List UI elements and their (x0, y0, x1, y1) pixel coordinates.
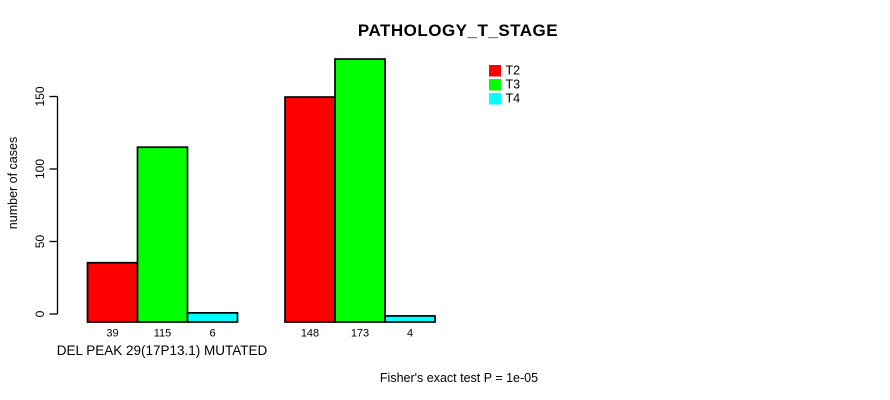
bar-value-t4-group1: 6 (209, 328, 215, 340)
x-group-label: DEL PEAK 29(17P13.1) MUTATED (57, 343, 268, 358)
legend-swatch-t4 (489, 93, 501, 105)
bar-value-t3-group2: 173 (351, 328, 369, 340)
bar-value-t3-group1: 115 (154, 328, 172, 340)
bar-t3-group2 (334, 58, 386, 323)
y-tick-label: 50 (33, 235, 47, 249)
bar-t2-group2 (284, 96, 336, 323)
bar-value-t4-group2: 4 (407, 328, 413, 340)
fisher-test-annotation: Fisher's exact test P = 1e-05 (380, 371, 538, 385)
legend-label-t2: T2 (506, 64, 521, 78)
legend-label-t3: T3 (506, 78, 521, 92)
bar-value-t2-group1: 39 (106, 328, 118, 340)
y-axis-label: number of cases (6, 137, 20, 229)
legend-swatch-t2 (489, 65, 501, 77)
chart-title: PATHOLOGY_T_STAGE (358, 21, 558, 40)
y-tick-label: 0 (33, 310, 47, 317)
bar-t4-group1 (186, 312, 239, 323)
bar-t4-group2 (384, 315, 436, 323)
y-tick-label: 100 (33, 159, 47, 179)
bar-t3-group1 (136, 146, 189, 323)
legend-label-t4: T4 (506, 92, 521, 106)
bar-t2-group1 (86, 261, 139, 323)
legend-swatch-t3 (489, 79, 501, 91)
bar-value-t2-group2: 148 (301, 328, 319, 340)
y-tick-label: 150 (33, 86, 47, 106)
